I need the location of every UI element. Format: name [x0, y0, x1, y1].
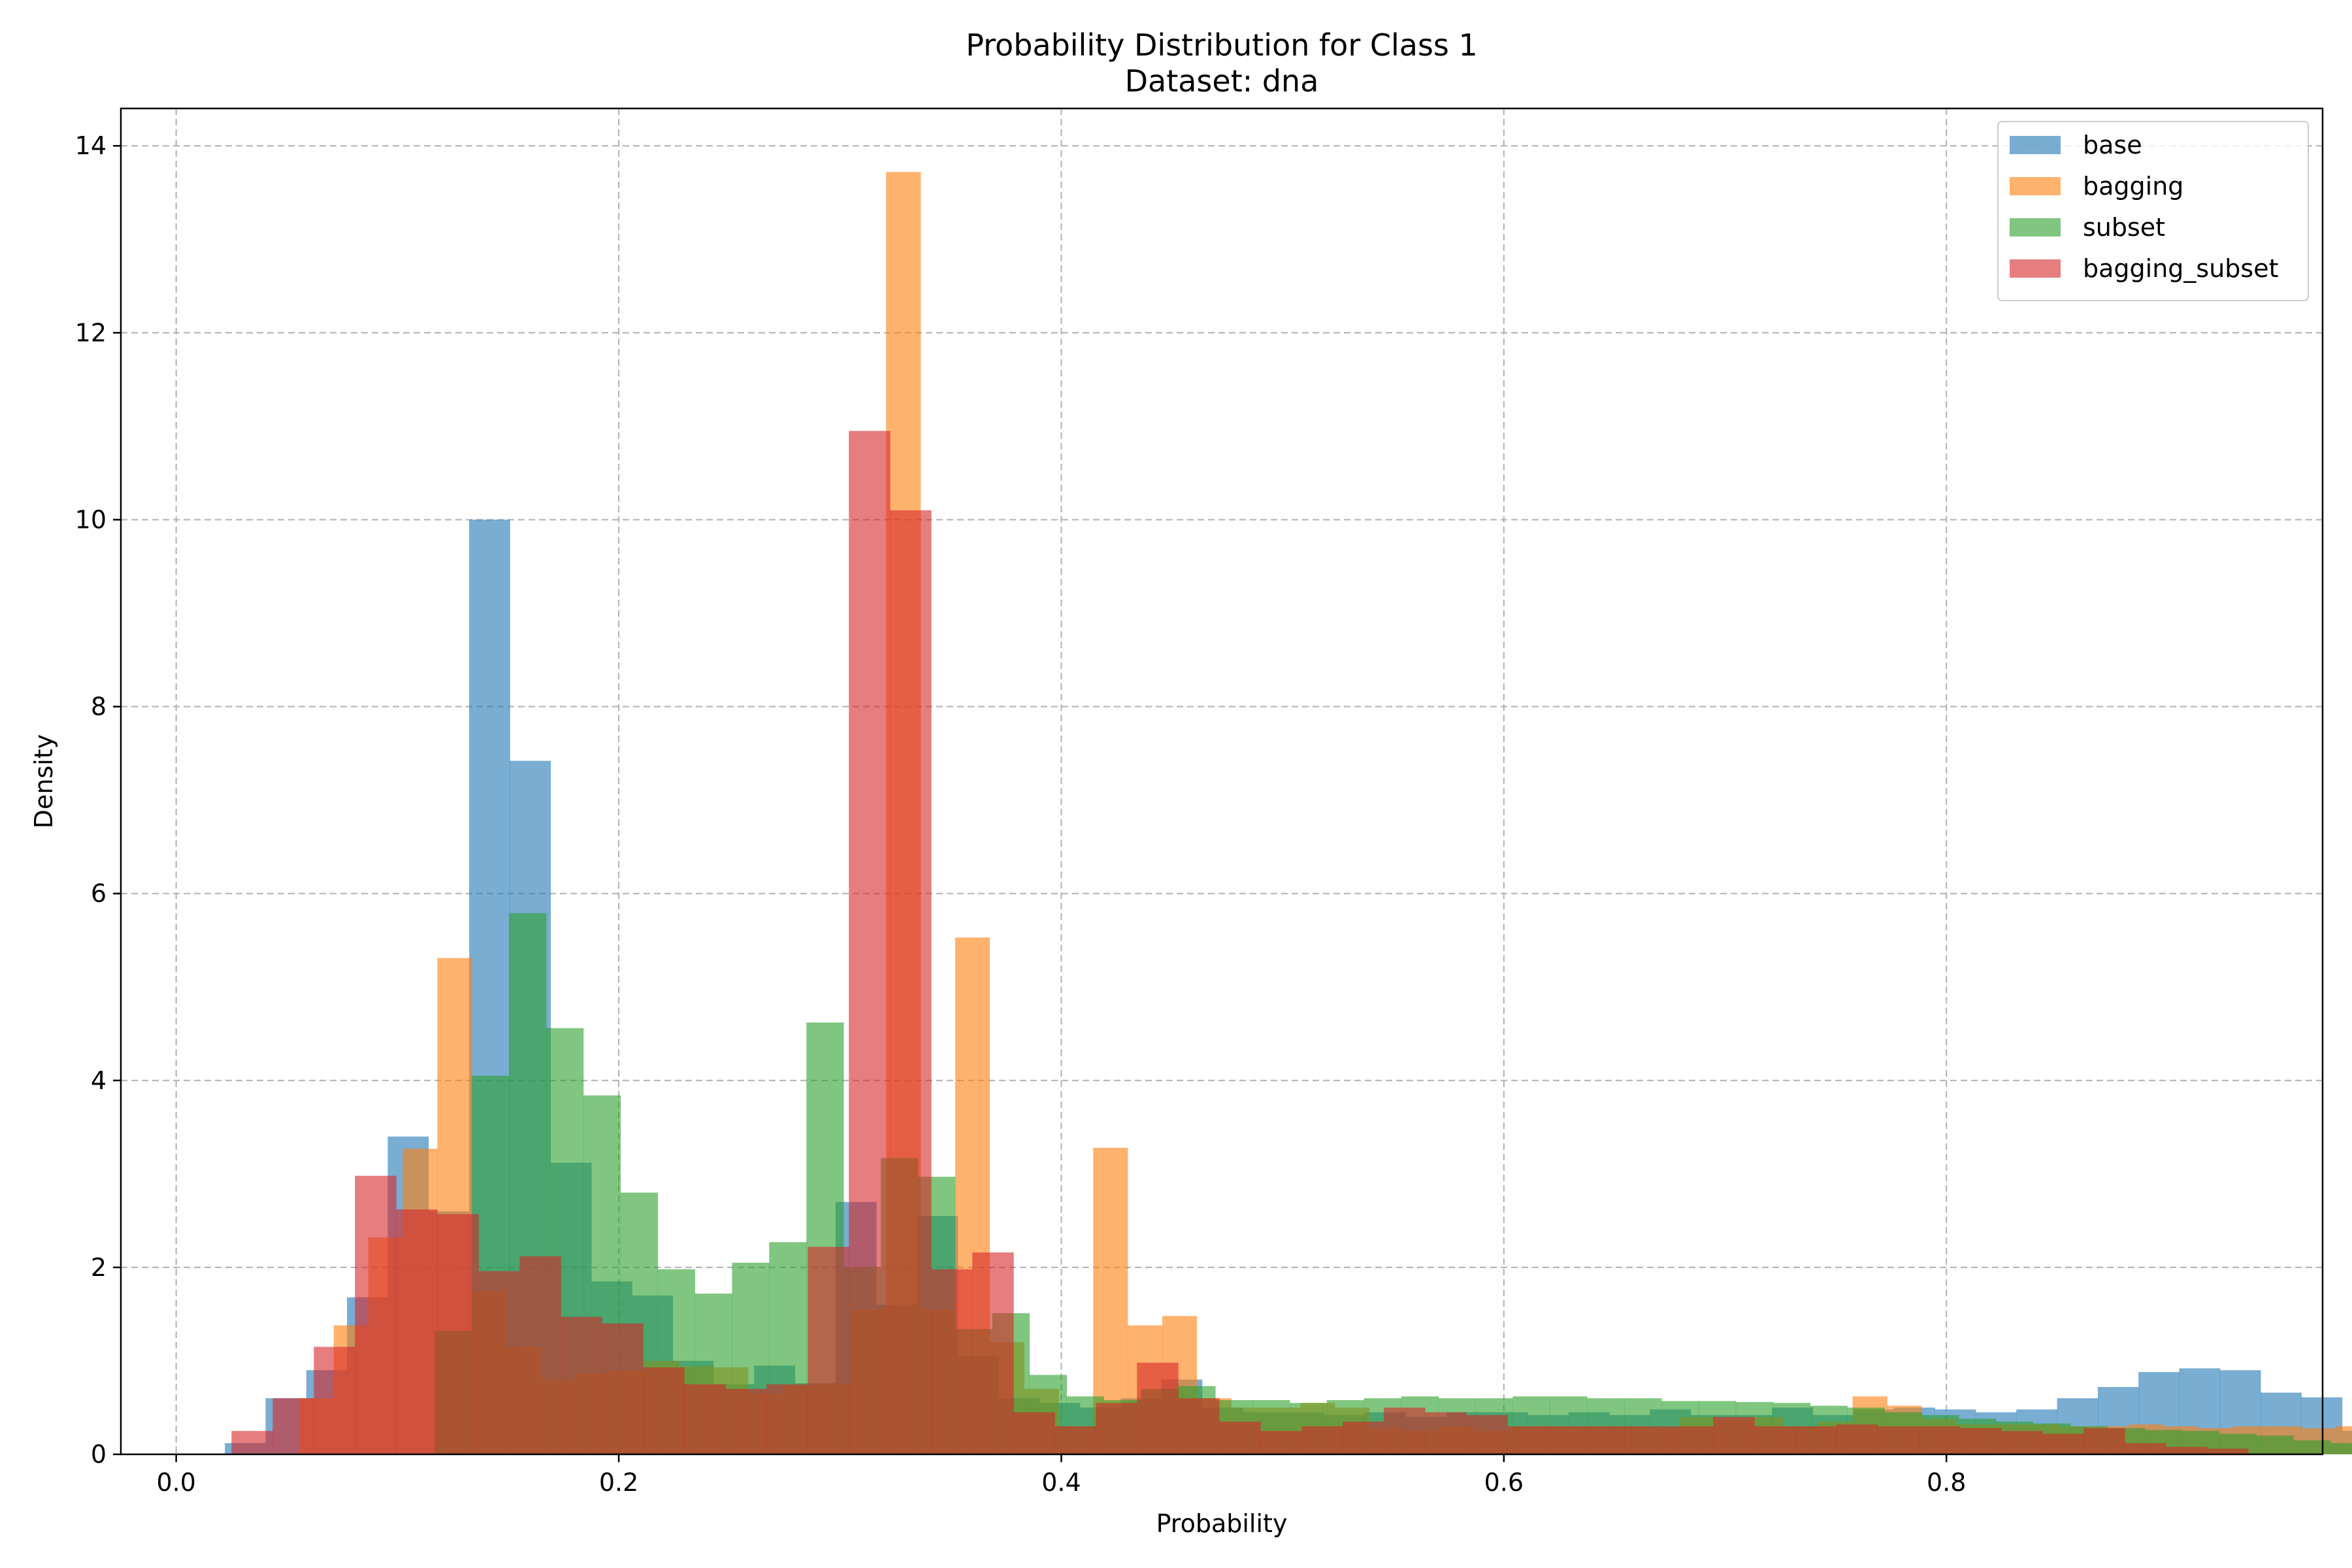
y-tick-label: 12: [75, 318, 106, 347]
bar-bagging_subset: [1301, 1426, 1343, 1454]
bar-bagging_subset: [1343, 1421, 1384, 1454]
bar-bagging_subset: [272, 1398, 314, 1454]
bar-bagging_subset: [1466, 1414, 1508, 1454]
y-tick-label: 2: [91, 1253, 106, 1282]
chart-title: Probability Distribution for Class 1: [966, 27, 1478, 63]
bar-bagging_subset: [1178, 1398, 1220, 1454]
y-axis-ticks: 0 2 4 6 8 10 12 14: [75, 131, 121, 1469]
y-tick-label: 6: [91, 879, 106, 908]
bar-bagging_subset: [396, 1209, 438, 1454]
bar-bagging_subset: [972, 1252, 1014, 1454]
y-tick-label: 0: [91, 1440, 106, 1469]
bar-bagging_subset: [437, 1214, 479, 1454]
bar-bagging_subset: [1013, 1412, 1055, 1454]
bar-bagging_subset: [1713, 1416, 1755, 1454]
legend-swatch-bagging: [2010, 177, 2061, 195]
bar-bagging_subset: [890, 510, 932, 1454]
legend-swatch-base: [2010, 136, 2061, 154]
bar-bagging_subset: [766, 1384, 808, 1454]
bar-bagging_subset: [2083, 1428, 2125, 1454]
bar-bagging_subset: [355, 1175, 397, 1454]
bar-bagging_subset: [1837, 1424, 1878, 1454]
bar-bagging_subset: [1137, 1362, 1179, 1454]
x-tick-label: 0.2: [599, 1468, 638, 1497]
y-tick-label: 8: [91, 693, 106, 721]
bar-bagging_subset: [561, 1316, 602, 1454]
y-axis-label: Density: [29, 734, 58, 828]
bar-bagging_subset: [1260, 1431, 1302, 1454]
legend: base bagging subset bagging_subset: [1997, 121, 2309, 301]
legend-label-subset: subset: [2083, 213, 2165, 242]
legend-swatch-bagging_subset: [2010, 259, 2061, 278]
bar-bagging_subset: [1795, 1426, 1837, 1454]
chart-subtitle: Dataset: dna: [1125, 63, 1319, 99]
bar-bagging_subset: [1672, 1426, 1714, 1454]
bar-bagging_subset: [602, 1323, 644, 1454]
bar-bagging_subset: [725, 1388, 767, 1454]
bar-bagging_subset: [1054, 1426, 1096, 1454]
bar-bagging_subset: [314, 1347, 355, 1454]
bar-bagging_subset: [684, 1384, 726, 1454]
legend-label-bagging: bagging: [2083, 172, 2183, 201]
bar-bagging_subset: [1384, 1407, 1426, 1454]
bar-subset: [2293, 1440, 2331, 1454]
bar-bagging_subset: [2001, 1431, 2043, 1454]
bar-bagging_subset: [2042, 1433, 2084, 1454]
legend-swatch-subset: [2010, 218, 2061, 237]
plot-frame: [120, 107, 2324, 1456]
x-tick-label: 0.4: [1041, 1468, 1081, 1497]
series-bagging_subset: [231, 431, 2249, 1454]
y-tick-label: 10: [75, 505, 106, 534]
legend-label-bagging_subset: bagging_subset: [2083, 254, 2279, 283]
bar-bagging_subset: [519, 1256, 561, 1454]
bar-bagging_subset: [2207, 1448, 2249, 1454]
bar-bagging_subset: [1919, 1426, 1961, 1454]
bar-bagging_subset: [1754, 1426, 1796, 1454]
y-tick-label: 4: [91, 1066, 106, 1095]
legend-box: [1997, 121, 2309, 301]
bar-bagging_subset: [1631, 1426, 1673, 1454]
bar-bagging_subset: [1219, 1421, 1261, 1454]
bar-bagging_subset: [808, 1247, 849, 1454]
bar-bagging_subset: [643, 1367, 685, 1454]
x-tick-label: 0.0: [156, 1468, 195, 1497]
x-axis-ticks: 0.0 0.2 0.4 0.6 0.8: [156, 1454, 1966, 1497]
x-tick-label: 0.8: [1927, 1468, 1966, 1497]
x-tick-label: 0.6: [1484, 1468, 1524, 1497]
bar-bagging_subset: [1425, 1412, 1467, 1454]
bar-bagging_subset: [1096, 1403, 1137, 1454]
x-axis-label: Probability: [1156, 1509, 1288, 1538]
bar-bagging_subset: [931, 1269, 973, 1454]
bar-subset: [2256, 1435, 2294, 1454]
bar-bagging_subset: [1548, 1426, 1590, 1454]
histogram-bars: [225, 172, 2352, 1454]
bar-bagging_subset: [1507, 1426, 1549, 1454]
bar-bagging_subset: [2166, 1446, 2208, 1454]
bar-bagging_subset: [478, 1271, 520, 1454]
legend-label-base: base: [2083, 131, 2142, 159]
bar-bagging_subset: [849, 431, 890, 1454]
bar-bagging_subset: [1878, 1426, 1919, 1454]
bar-bagging_subset: [2125, 1443, 2166, 1454]
y-tick-label: 14: [75, 131, 106, 160]
bar-subset: [2330, 1443, 2352, 1454]
bar-bagging_subset: [231, 1431, 273, 1454]
bar-bagging_subset: [1590, 1426, 1631, 1454]
bar-bagging_subset: [1960, 1428, 2002, 1454]
